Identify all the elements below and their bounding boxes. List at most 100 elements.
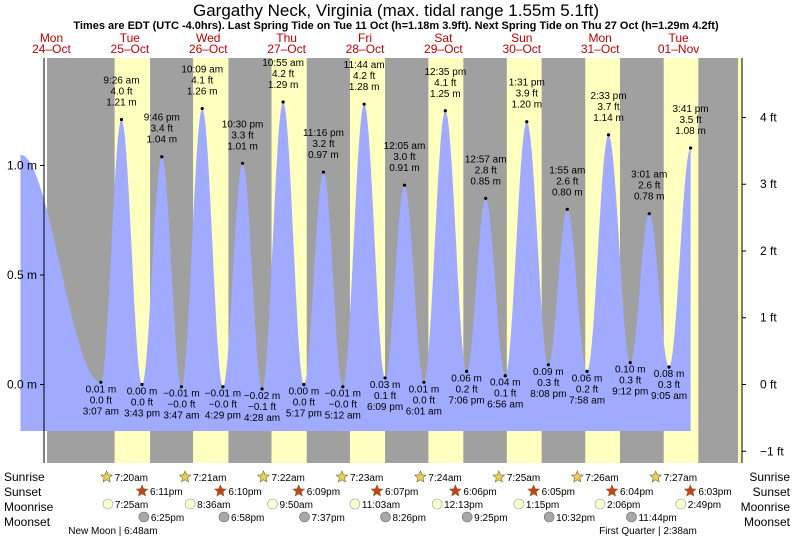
day-of-week-label: Mon bbox=[589, 31, 612, 45]
tide-m-label: −0.01 m bbox=[205, 389, 241, 400]
tide-time-label: 12:05 am bbox=[384, 141, 426, 152]
tide-m-label: −0.02 m bbox=[244, 391, 280, 402]
tide-point bbox=[200, 106, 204, 111]
day-date-label: 24–Oct bbox=[32, 42, 71, 56]
tide-ft-label: 4.1 ft bbox=[434, 78, 456, 89]
tide-m-label: 1.14 m bbox=[593, 113, 624, 124]
sunset-icon bbox=[370, 484, 384, 497]
tide-point bbox=[422, 380, 426, 384]
sunset-time: 6:05pm bbox=[542, 487, 575, 498]
tide-ft-label: −0.1 ft bbox=[248, 402, 276, 413]
moonset-icon bbox=[626, 511, 637, 523]
chart-subtitle: Times are EDT (UTC -4.0hrs). Last Spring… bbox=[73, 20, 719, 32]
moonrise-icon bbox=[184, 498, 196, 510]
tide-point bbox=[99, 380, 103, 384]
day-date-label: 29–Oct bbox=[424, 42, 463, 56]
tide-time-label: 1:55 am bbox=[549, 165, 585, 176]
tide-m-label: −0.01 m bbox=[325, 389, 361, 400]
tide-point bbox=[667, 365, 671, 369]
tide-annotations: 0.01 m0.0 ft3:07 am9:26 am4.0 ft1.21 m0.… bbox=[83, 58, 709, 424]
sunset-icon bbox=[683, 484, 697, 497]
moonrise-time: 12:13pm bbox=[444, 500, 483, 511]
sunrise-icon bbox=[335, 470, 349, 483]
tide-m-label: 1.20 m bbox=[511, 100, 542, 111]
tide-time-label: 12:57 am bbox=[465, 154, 507, 165]
day-labels: Mon24–OctTue25–OctWed26–OctThu27–OctFri2… bbox=[32, 31, 699, 56]
sunrise-icon bbox=[413, 470, 427, 483]
day-of-week-label: Sat bbox=[434, 31, 453, 45]
moonrise-icon bbox=[349, 498, 361, 510]
tide-point bbox=[240, 161, 245, 165]
sunrise-time: 7:20am bbox=[115, 473, 148, 484]
sunrise-icon bbox=[178, 470, 192, 483]
tide-ft-label: 0.3 ft bbox=[658, 380, 680, 391]
axes: 0.0 m 0.5 m 1.0 m −1 ft 0 ft 1 ft 2 ft 3 ft 4 ft bbox=[7, 58, 784, 463]
tide-m-label: 0.78 m bbox=[634, 192, 665, 203]
chart-title: Gargathy Neck, Virginia (max. tidal rang… bbox=[193, 1, 599, 20]
tide-time-label: 9:05 am bbox=[651, 391, 687, 402]
tide-time-label: 11:16 pm bbox=[303, 128, 344, 139]
moonrise-time: 9:50am bbox=[280, 500, 313, 511]
tide-m-label: 1.08 m bbox=[675, 126, 706, 137]
sunset-time: 6:07pm bbox=[385, 487, 418, 498]
row-label-moonrise-right: Moonrise bbox=[741, 500, 791, 514]
sunset-time: 6:09pm bbox=[307, 487, 340, 498]
row-label-moonset-left: Moonset bbox=[4, 515, 51, 529]
tide-point bbox=[402, 183, 407, 187]
tide-m-label: 0.85 m bbox=[470, 176, 501, 187]
sunrise-time: 7:26am bbox=[585, 473, 618, 484]
sunrise-icon bbox=[570, 470, 584, 483]
left-tick-label: 0.0 m bbox=[7, 378, 37, 392]
day-date-label: 31–Oct bbox=[581, 42, 620, 56]
tide-point bbox=[628, 361, 632, 365]
tide-m-label: 1.21 m bbox=[106, 98, 137, 109]
tide-m-label: 0.80 m bbox=[552, 187, 583, 198]
tide-ft-label: −0.0 ft bbox=[167, 400, 195, 411]
tide-m-label: 1.01 m bbox=[227, 141, 258, 152]
tide-height-area bbox=[20, 102, 691, 431]
row-label-sunset-right: Sunset bbox=[753, 485, 791, 499]
sunset-time: 6:03pm bbox=[698, 487, 731, 498]
right-tick-label: −1 ft bbox=[760, 444, 784, 458]
moonset-icon bbox=[138, 511, 150, 523]
sunrise-time: 7:22am bbox=[272, 473, 305, 484]
tide-point bbox=[606, 133, 611, 137]
row-label-sunrise-right: Sunrise bbox=[749, 470, 790, 484]
tide-time-label: 4:29 pm bbox=[205, 411, 241, 422]
sunset-icon bbox=[213, 484, 227, 497]
moonrise-time: 2:06pm bbox=[607, 500, 640, 511]
tide-time-label: 11:44 am bbox=[344, 60, 385, 71]
right-tick-label: 4 ft bbox=[760, 110, 777, 124]
day-of-week-label: Thu bbox=[276, 31, 297, 45]
tide-time-label: 12:35 pm bbox=[424, 67, 466, 78]
tide-ft-label: 4.1 ft bbox=[191, 76, 213, 87]
sunset-icon bbox=[605, 484, 619, 497]
sunset-time: 6:10pm bbox=[228, 487, 261, 498]
tide-ft-label: −0.0 ft bbox=[209, 400, 237, 411]
sunrise-icon bbox=[492, 470, 506, 483]
tide-m-label: 1.28 m bbox=[349, 82, 380, 93]
sunset-icon bbox=[527, 484, 541, 497]
day-date-label: 25–Oct bbox=[111, 42, 150, 56]
tide-ft-label: 4.2 ft bbox=[353, 71, 375, 82]
tide-m-label: 0.00 m bbox=[127, 387, 158, 398]
moonset-time: 9:25pm bbox=[474, 513, 507, 524]
tide-time-label: 3:01 am bbox=[631, 170, 667, 181]
tide-m-label: 0.91 m bbox=[389, 163, 420, 174]
tide-ft-label: 0.0 ft bbox=[90, 395, 112, 406]
moonset-icon bbox=[543, 511, 555, 523]
tide-time-label: 7:58 am bbox=[569, 395, 605, 406]
moonset-icon bbox=[299, 511, 310, 523]
right-tick-label: 1 ft bbox=[760, 311, 777, 325]
moonset-time: 10:32pm bbox=[556, 513, 595, 524]
moonrise-time: 11:03am bbox=[362, 500, 400, 511]
tide-point bbox=[647, 212, 651, 216]
moonrise-icon bbox=[513, 498, 525, 510]
moonset-icon bbox=[380, 511, 391, 523]
right-tick-label: 0 ft bbox=[760, 378, 777, 392]
tide-m-label: 0.97 m bbox=[308, 150, 339, 161]
tide-point bbox=[260, 387, 264, 391]
tide-time-label: 5:17 pm bbox=[286, 409, 322, 420]
tide-time-label: 10:30 pm bbox=[222, 119, 264, 130]
